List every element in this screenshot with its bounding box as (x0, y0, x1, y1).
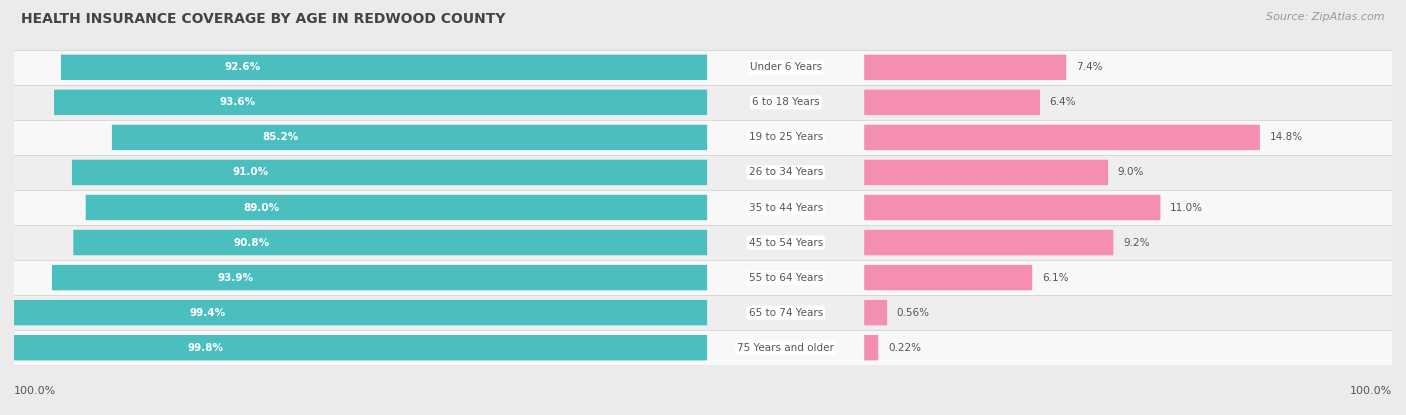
Text: 65 to 74 Years: 65 to 74 Years (748, 308, 823, 317)
FancyBboxPatch shape (865, 335, 879, 360)
FancyBboxPatch shape (14, 300, 707, 325)
Bar (14, 85, 1392, 120)
FancyBboxPatch shape (72, 160, 707, 185)
Text: 0.56%: 0.56% (897, 308, 929, 317)
Text: 6 to 18 Years: 6 to 18 Years (752, 98, 820, 107)
Text: 35 to 44 Years: 35 to 44 Years (748, 203, 823, 212)
FancyBboxPatch shape (865, 160, 1108, 185)
Text: 45 to 54 Years: 45 to 54 Years (748, 237, 823, 247)
Bar (14, 225, 1392, 260)
Text: 11.0%: 11.0% (1170, 203, 1204, 212)
FancyBboxPatch shape (73, 230, 707, 255)
Text: 0.22%: 0.22% (887, 343, 921, 353)
Text: 100.0%: 100.0% (1350, 386, 1392, 396)
Text: 89.0%: 89.0% (243, 203, 280, 212)
Text: 91.0%: 91.0% (233, 168, 269, 178)
Text: 6.1%: 6.1% (1042, 273, 1069, 283)
Text: 85.2%: 85.2% (263, 132, 299, 142)
Bar (14, 155, 1392, 190)
Text: 100.0%: 100.0% (14, 386, 56, 396)
FancyBboxPatch shape (865, 300, 887, 325)
Text: 26 to 34 Years: 26 to 34 Years (748, 168, 823, 178)
Text: 7.4%: 7.4% (1076, 62, 1102, 72)
Text: 55 to 64 Years: 55 to 64 Years (748, 273, 823, 283)
Text: 99.8%: 99.8% (187, 343, 224, 353)
FancyBboxPatch shape (865, 195, 1160, 220)
Bar (14, 50, 1392, 85)
FancyBboxPatch shape (865, 90, 1040, 115)
Text: Under 6 Years: Under 6 Years (749, 62, 821, 72)
Text: 19 to 25 Years: 19 to 25 Years (748, 132, 823, 142)
FancyBboxPatch shape (865, 230, 1114, 255)
FancyBboxPatch shape (11, 335, 707, 360)
Text: 75 Years and older: 75 Years and older (737, 343, 834, 353)
Text: 9.0%: 9.0% (1118, 168, 1144, 178)
FancyBboxPatch shape (52, 265, 707, 290)
Text: 9.2%: 9.2% (1123, 237, 1150, 247)
Bar (14, 120, 1392, 155)
FancyBboxPatch shape (865, 124, 1260, 150)
Text: 93.9%: 93.9% (218, 273, 254, 283)
Bar (14, 260, 1392, 295)
FancyBboxPatch shape (112, 124, 707, 150)
Bar (14, 295, 1392, 330)
FancyBboxPatch shape (865, 55, 1066, 80)
FancyBboxPatch shape (60, 55, 707, 80)
Text: HEALTH INSURANCE COVERAGE BY AGE IN REDWOOD COUNTY: HEALTH INSURANCE COVERAGE BY AGE IN REDW… (21, 12, 506, 27)
Text: Source: ZipAtlas.com: Source: ZipAtlas.com (1267, 12, 1385, 22)
Text: 93.6%: 93.6% (219, 98, 256, 107)
Bar (14, 330, 1392, 365)
FancyBboxPatch shape (865, 265, 1032, 290)
FancyBboxPatch shape (53, 90, 707, 115)
Bar (14, 190, 1392, 225)
Text: 14.8%: 14.8% (1270, 132, 1303, 142)
Text: 92.6%: 92.6% (225, 62, 260, 72)
FancyBboxPatch shape (86, 195, 707, 220)
Text: 99.4%: 99.4% (190, 308, 225, 317)
Text: 90.8%: 90.8% (233, 237, 270, 247)
Text: 6.4%: 6.4% (1050, 98, 1076, 107)
